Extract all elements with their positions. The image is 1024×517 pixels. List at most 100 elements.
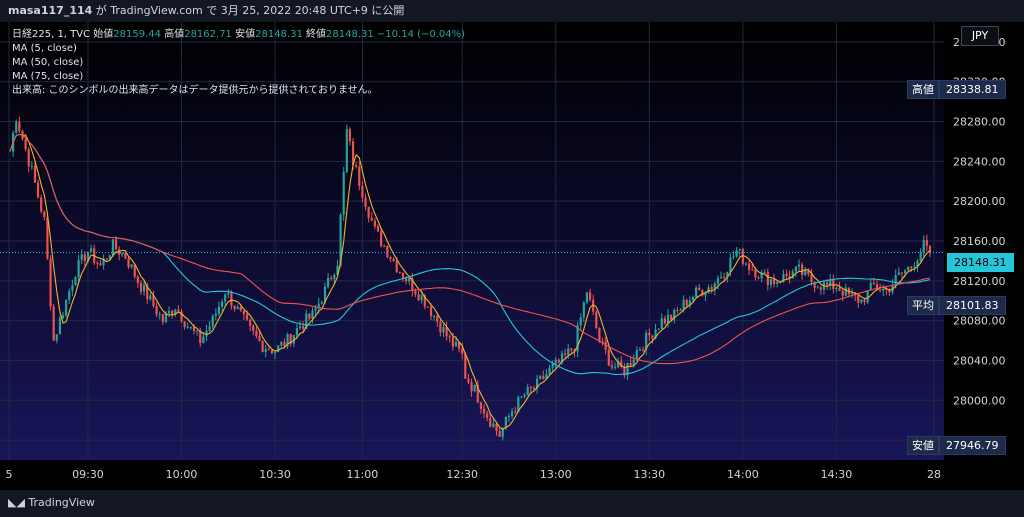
candle-body [320,302,323,304]
candle-body [695,287,698,297]
candle-body [258,336,261,342]
x-tick-label: 14:00 [727,468,759,481]
candle-body [701,289,704,296]
candle-body [108,255,111,259]
candle-body [922,240,925,253]
candle-body [551,363,554,368]
candle-body [264,349,267,353]
candle-body [99,263,102,266]
candle-body [860,299,863,303]
candle-body [726,272,729,278]
candle-body [370,217,373,221]
candle-body [267,349,270,351]
chart-legend: 日経225, 1, TVC 始値28159.44 高値28162.71 安値28… [12,28,465,98]
candle-body [461,348,464,354]
candle-body [801,264,804,275]
footer-bar: ◣◢ TradingView [0,490,1024,517]
candle-body [426,306,429,308]
ma5-legend[interactable]: MA (5, close) [12,43,77,54]
candle-body [18,121,21,132]
candle-body [570,348,573,351]
candle-body [149,295,152,300]
candle-body [217,306,221,314]
candle-body [65,299,68,316]
candle-body [261,341,264,353]
candle-body [186,326,189,328]
candle-body [511,411,514,417]
candle-body [442,327,445,333]
candle-body [504,417,507,429]
candle-body [323,286,327,303]
author-name[interactable]: masa117_114 [8,4,93,17]
candle-body [766,272,769,285]
candle-body [670,314,673,320]
candle-body [925,240,928,246]
candle-body [620,361,623,367]
candle-body [900,272,904,274]
logo-icon: ◣◢ [8,496,29,509]
candle-body [436,315,439,322]
candle-body [392,259,395,262]
candle-body [641,349,645,351]
x-tick-label: 13:30 [633,468,665,481]
candle-body [298,326,302,329]
candle-body [542,376,545,380]
candle-body [52,306,55,341]
low-tag-value: 27946.79 [939,436,1006,455]
ma75-line [9,133,931,365]
candle-body [819,287,822,290]
tradingview-logo[interactable]: ◣◢ TradingView [8,496,95,510]
candle-body [741,249,744,264]
low-tag-label: 安値 [907,436,939,455]
average-price-tag: 平均 28101.83 [907,296,1006,315]
candle-body [501,428,504,437]
candle-body [863,299,866,303]
candle-body [866,290,869,303]
candle-body [601,341,604,343]
currency-button[interactable]: JPY [961,26,999,46]
candle-body [46,217,49,259]
candle-body [794,266,797,272]
candle-body [139,282,143,292]
candle-body [804,269,807,275]
candle-body [227,292,230,295]
candle-body [897,272,900,276]
y-tick-label: 28000.00 [953,394,1006,407]
candle-body [598,328,601,342]
candle-body [183,321,186,327]
candle-body [155,306,158,315]
high-value: 28162.71 [184,29,232,40]
candle-body [205,330,208,337]
candle-body [807,269,810,275]
candle-body [448,336,451,338]
candle-body [351,141,355,166]
ma75-legend[interactable]: MA (75, close) [12,71,84,82]
candle-body [339,214,342,266]
candles [12,116,932,441]
candle-body [40,197,43,212]
candle-body [691,296,695,301]
candle-body [757,277,760,279]
candle-body [841,290,844,296]
candle-body [607,349,610,366]
candle-body [632,359,635,366]
candle-body [199,330,202,343]
y-tick-label: 28200.00 [953,195,1006,208]
candle-body [252,325,255,331]
candle-body [869,283,872,291]
x-tick-label: 11:00 [347,468,379,481]
ohlc-row[interactable]: 日経225, 1, TVC 始値28159.44 高値28162.71 安値28… [12,28,465,42]
candle-body [136,276,139,283]
candle-body [283,342,286,347]
candle-body [548,367,551,375]
candle-body [557,359,560,363]
candle-body [439,321,442,333]
candle-body [457,342,461,349]
candle-body [177,309,180,312]
candle-body [885,288,888,290]
ma50-legend[interactable]: MA (50, close) [12,57,84,68]
candle-body [857,295,860,303]
candle-body [398,271,401,273]
candle-body [928,245,932,253]
